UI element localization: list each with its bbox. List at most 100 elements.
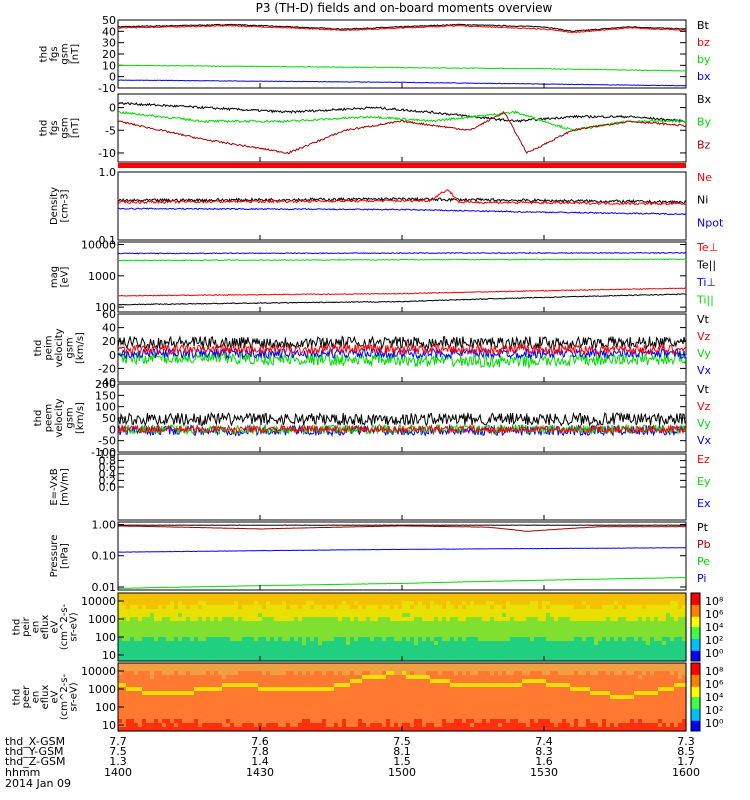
spectrogram-cell bbox=[518, 649, 523, 654]
spectrogram-cell bbox=[362, 609, 367, 614]
spectrogram-cell bbox=[298, 605, 303, 610]
spectrogram-cell bbox=[342, 625, 347, 630]
colorbar-segment bbox=[691, 644, 700, 647]
spectrogram-cell bbox=[450, 699, 455, 704]
spectrogram-cell bbox=[266, 637, 271, 642]
spectrogram-cell bbox=[446, 715, 451, 720]
spectrogram-cell bbox=[218, 649, 223, 654]
spectrogram-cell bbox=[506, 695, 511, 700]
spectrogram-cell bbox=[254, 723, 259, 728]
spectrogram-cell bbox=[642, 597, 647, 602]
spectrogram-cell bbox=[242, 679, 247, 684]
spectrogram-cell bbox=[286, 715, 291, 720]
spectrogram-cell bbox=[530, 699, 535, 704]
spectrogram-cell bbox=[142, 727, 147, 732]
spectrogram-cell bbox=[586, 609, 591, 614]
spectrogram-cell bbox=[502, 719, 507, 724]
spectrogram-cell bbox=[638, 687, 643, 692]
spectrogram-cell bbox=[254, 687, 259, 692]
spectrogram-cell bbox=[206, 719, 211, 724]
spectrogram-cell bbox=[142, 625, 147, 630]
spectrogram-cell bbox=[130, 641, 135, 646]
spectrogram-cell bbox=[174, 637, 179, 642]
spectrogram-cell bbox=[142, 695, 147, 700]
spectrogram-cell bbox=[670, 637, 675, 642]
spectrogram-cell bbox=[654, 699, 659, 704]
colorbar-segment bbox=[691, 635, 700, 638]
spectrogram-cell bbox=[586, 719, 591, 724]
spectrogram-cell bbox=[554, 663, 559, 668]
spectrogram-cell bbox=[546, 605, 551, 610]
spectrogram-cell bbox=[446, 621, 451, 626]
spectrogram-cell bbox=[502, 645, 507, 650]
spectrogram-cell bbox=[330, 711, 335, 716]
spectrogram-cell bbox=[430, 675, 435, 680]
legend-entry: Bx bbox=[697, 93, 712, 106]
spectrogram-cell bbox=[662, 667, 667, 672]
spectrogram-cell bbox=[430, 695, 435, 700]
spectrogram-cell bbox=[122, 699, 127, 704]
spectrogram-cell bbox=[242, 617, 247, 622]
spectrogram-cell bbox=[502, 653, 507, 658]
spectrogram-cell bbox=[566, 667, 571, 672]
spectrogram-cell bbox=[126, 657, 131, 662]
spectrogram-cell bbox=[522, 703, 527, 708]
spectrogram-cell bbox=[550, 653, 555, 658]
spectrogram-cell bbox=[382, 723, 387, 728]
spectrogram-cell bbox=[190, 601, 195, 606]
spectrogram-cell bbox=[434, 671, 439, 676]
spectrogram-cell bbox=[330, 629, 335, 634]
spectrogram-cell bbox=[442, 687, 447, 692]
spectrogram-cell bbox=[226, 691, 231, 696]
spectrogram-cell bbox=[502, 641, 507, 646]
spectrogram-cell bbox=[222, 699, 227, 704]
colorbar-segment bbox=[691, 594, 700, 597]
spectrogram-cell bbox=[434, 629, 439, 634]
spectrogram-cell bbox=[438, 609, 443, 614]
spectrogram-cell bbox=[590, 645, 595, 650]
panel-frame bbox=[117, 521, 687, 591]
spectrogram-cell bbox=[482, 645, 487, 650]
spectrogram-cell bbox=[290, 593, 295, 598]
spectrogram-cell bbox=[210, 687, 215, 692]
spectrogram-cell bbox=[314, 679, 319, 684]
spectrogram-cell bbox=[154, 629, 159, 634]
spectrogram-cell bbox=[226, 695, 231, 700]
spectrogram-cell bbox=[138, 687, 143, 692]
spectrogram-cell bbox=[190, 671, 195, 676]
spectrogram-cell bbox=[294, 633, 299, 638]
spectrogram-cell bbox=[586, 687, 591, 692]
spectrogram-cell bbox=[654, 723, 659, 728]
spectrogram-cell bbox=[446, 605, 451, 610]
spectrogram-cell bbox=[446, 641, 451, 646]
spectrogram-cell bbox=[250, 617, 255, 622]
spectrogram-cell bbox=[214, 629, 219, 634]
spectrogram-cell bbox=[182, 601, 187, 606]
spectrogram-cell bbox=[462, 711, 467, 716]
spectrogram-cell bbox=[398, 637, 403, 642]
spectrogram-cell bbox=[430, 719, 435, 724]
spectrogram-cell bbox=[502, 687, 507, 692]
spectrogram-cell bbox=[214, 605, 219, 610]
spectrogram-cell bbox=[454, 629, 459, 634]
spectrogram-cell bbox=[578, 683, 583, 688]
spectrogram-cell bbox=[322, 621, 327, 626]
spectrogram-cell bbox=[162, 601, 167, 606]
spectrogram-cell bbox=[374, 719, 379, 724]
spectrogram-cell bbox=[430, 645, 435, 650]
spectrogram-cell bbox=[166, 633, 171, 638]
spectrogram-cell bbox=[182, 679, 187, 684]
spectrogram-cell bbox=[610, 633, 615, 638]
spectrogram-cell bbox=[502, 663, 507, 668]
spectrogram-cell bbox=[326, 707, 331, 712]
spectrogram-cell bbox=[598, 687, 603, 692]
spectrogram-cell bbox=[350, 695, 355, 700]
spectrogram-cell bbox=[638, 593, 643, 598]
spectrogram-cell bbox=[618, 625, 623, 630]
spectrogram-cell bbox=[178, 653, 183, 658]
spectrogram-cell bbox=[194, 645, 199, 650]
series-line bbox=[117, 24, 687, 34]
spectrogram-cell bbox=[118, 601, 123, 606]
spectrogram-cell bbox=[598, 671, 603, 676]
spectrogram-cell bbox=[598, 715, 603, 720]
